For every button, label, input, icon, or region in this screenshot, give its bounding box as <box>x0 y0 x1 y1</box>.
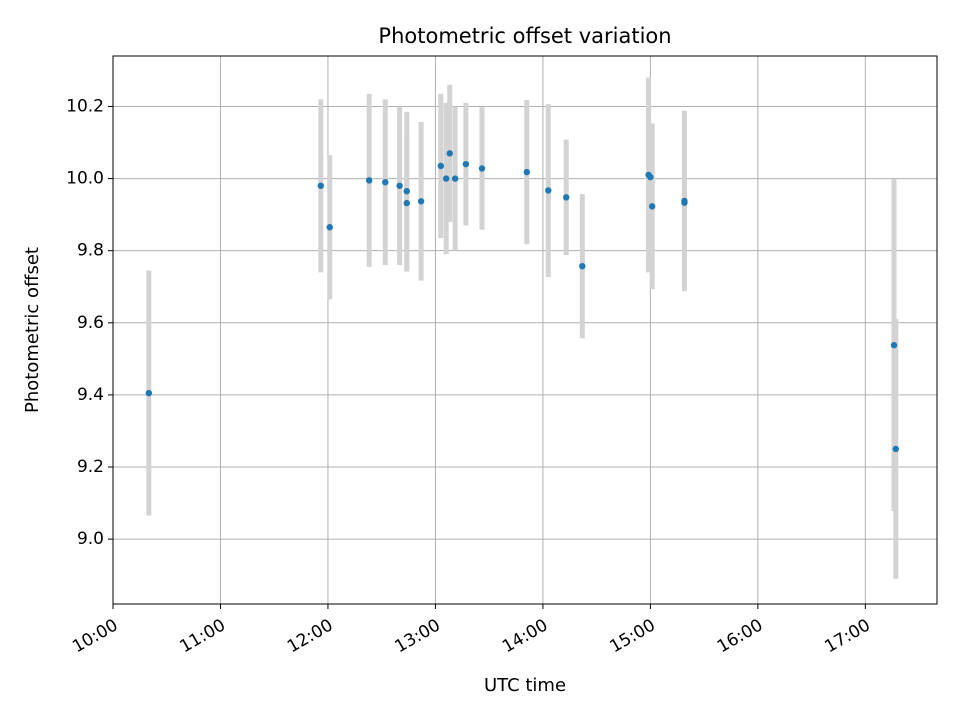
y-tick-label: 9.0 <box>77 529 104 549</box>
y-tick-label: 9.2 <box>77 457 104 477</box>
data-point <box>403 199 410 207</box>
data-point <box>647 173 654 181</box>
data-point <box>396 182 403 189</box>
data-point <box>446 150 453 157</box>
y-tick-label: 10.2 <box>66 96 104 116</box>
data-point <box>579 262 586 270</box>
data-point <box>681 199 688 206</box>
y-axis-label: Photometric offset <box>22 247 43 413</box>
data-point <box>365 177 373 184</box>
data-point <box>478 165 486 172</box>
data-point <box>326 224 333 231</box>
y-tick-label: 10.0 <box>66 169 104 189</box>
data-point <box>462 160 470 168</box>
data-point <box>417 198 425 205</box>
data-point <box>523 168 530 176</box>
data-point <box>545 187 552 194</box>
data-point <box>892 445 899 453</box>
data-point <box>451 175 459 182</box>
data-point <box>382 178 389 186</box>
data-point <box>317 182 324 189</box>
y-axis-ticks: 9.0 9.2 9.4 9.6 9.8 10.0 10.2 <box>66 96 113 549</box>
data-point <box>563 194 570 201</box>
y-tick-label: 9.8 <box>77 241 104 261</box>
data-point <box>403 187 410 195</box>
y-tick-label: 9.6 <box>77 313 104 333</box>
data-point <box>437 162 445 170</box>
data-point <box>890 341 898 349</box>
x-axis-label: UTC time <box>484 675 566 696</box>
data-points <box>145 150 899 453</box>
data-point <box>648 203 656 210</box>
plot-frame <box>112 55 938 605</box>
data-point <box>442 175 450 182</box>
chart-title: Photometric offset variation <box>378 24 671 48</box>
data-point <box>145 389 153 397</box>
y-tick-label: 9.4 <box>77 385 104 405</box>
